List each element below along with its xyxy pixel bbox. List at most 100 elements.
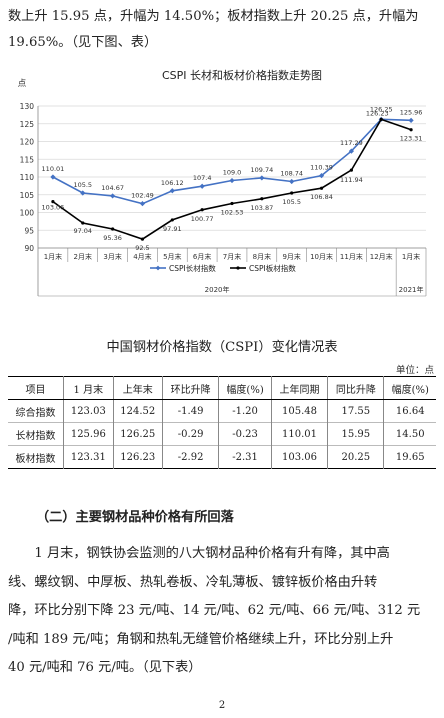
table-cell: 17.55 — [327, 399, 384, 423]
header-prev-year-end: 上年末 — [112, 376, 163, 400]
table-cell: -1.20 — [218, 399, 272, 423]
y-axis-unit-label: 点 — [18, 79, 27, 89]
data-point-marker — [51, 200, 55, 204]
data-label: 102.49 — [131, 192, 154, 200]
body-line-4: /吨和 189 元/吨；角钢和热轧无缝管价格继续上升，环比分别上升 — [8, 631, 394, 647]
data-point-marker — [50, 174, 56, 180]
table-cell: -1.49 — [161, 399, 219, 423]
y-tick-label: 100 — [20, 209, 35, 218]
body-line-3: 降，环比分别下降 23 元/吨、14 元/吨、62 元/吨、66 元/吨、312… — [8, 603, 421, 618]
data-point-marker — [349, 168, 353, 172]
y-tick-label: 110 — [20, 173, 35, 182]
data-label: 106.84 — [310, 193, 333, 201]
header-same-period: 上年同期 — [270, 376, 328, 400]
data-label: 100.77 — [191, 215, 214, 223]
legend-marker — [236, 266, 240, 270]
data-point-marker — [260, 197, 264, 201]
x-group-label: 2020年 — [205, 285, 230, 294]
section-heading: （二）主要钢材品种价格有所回落 — [36, 510, 234, 525]
table-cell: 126.23 — [112, 445, 163, 469]
data-point-marker — [318, 173, 325, 179]
table-cell: 123.31 — [63, 445, 114, 469]
table-cell: 板材指数 — [8, 445, 64, 469]
data-label: 126.23 — [366, 109, 389, 117]
y-tick-label: 95 — [24, 226, 34, 235]
x-tick-label: 7月末 — [223, 252, 241, 261]
data-label: 111.94 — [340, 176, 363, 184]
data-point-marker — [290, 191, 294, 195]
data-point-marker — [409, 128, 413, 132]
data-point-marker — [319, 186, 324, 190]
data-point-marker — [259, 175, 265, 181]
data-point-marker — [289, 178, 295, 185]
data-point-marker — [408, 117, 414, 123]
data-point-marker — [169, 188, 175, 194]
data-point-marker — [111, 227, 115, 231]
data-label: 126.25 — [370, 105, 393, 113]
y-tick-label: 130 — [20, 102, 35, 111]
data-point-marker — [170, 218, 174, 222]
table-cell: 19.65 — [383, 445, 436, 469]
table-cell: 15.95 — [327, 422, 384, 446]
x-tick-label: 3月末 — [103, 252, 121, 261]
x-tick-label: 5月末 — [163, 252, 181, 261]
data-point-marker — [110, 193, 116, 199]
x-tick-label: 1月末 — [44, 252, 62, 261]
data-label: 109.0 — [223, 169, 242, 177]
table-cell: 110.01 — [270, 422, 328, 446]
data-label: 106.12 — [161, 179, 184, 187]
table-cell: 长材指数 — [8, 422, 64, 446]
data-point-marker — [229, 177, 235, 184]
y-tick-label: 105 — [20, 191, 35, 200]
table-row: 长材指数 125.96 126.25 -0.29 -0.23 110.01 15… — [8, 422, 436, 446]
data-point-marker — [230, 201, 234, 206]
header-yoy-change: 同比升降 — [327, 376, 384, 400]
chart-title: CSPI 长材和板材价格指数走势图 — [162, 68, 322, 82]
table-row: 板材指数 123.31 126.23 -2.92 -2.31 103.06 20… — [8, 445, 436, 469]
table-row: 综合指数 123.03 124.52 -1.49 -1.20 105.48 17… — [8, 399, 436, 423]
legend-marker — [155, 265, 161, 271]
body-line-1: 1 月末，钢铁协会监测的八大钢材品种价格有升有降，其中高 — [8, 546, 390, 561]
x-tick-label: 2月末 — [74, 252, 92, 261]
data-label: 107.4 — [193, 174, 212, 182]
data-label: 105.5 — [282, 198, 301, 206]
x-tick-label: 9月末 — [282, 252, 300, 261]
table-cell: -0.29 — [161, 422, 219, 446]
table-cell: 126.25 — [112, 422, 163, 446]
x-tick-label: 6月末 — [193, 252, 211, 261]
table-cell: 14.50 — [383, 422, 436, 446]
data-point-marker — [379, 117, 383, 121]
header-item: 项目 — [8, 376, 64, 400]
table-unit: 单位：点 — [395, 365, 434, 376]
data-label: 102.53 — [221, 209, 244, 217]
data-label: 105.5 — [73, 181, 92, 189]
data-point-marker — [139, 201, 146, 207]
header-jan-end: 1 月末 — [63, 376, 114, 400]
table-cell: 105.48 — [270, 399, 328, 423]
legend-label: CSPI长材指数 — [169, 263, 216, 273]
data-point-marker — [200, 208, 204, 212]
y-tick-label: 90 — [24, 244, 34, 253]
y-tick-label: 115 — [20, 155, 35, 164]
data-point-marker — [348, 148, 354, 154]
table-cell: 103.06 — [270, 445, 328, 469]
data-label: 123.31 — [400, 135, 423, 143]
data-point-marker — [199, 183, 205, 189]
intro-line-1: 数上升 15.95 点，升幅为 14.50%；板材指数上升 20.25 点，升幅… — [8, 9, 419, 24]
data-label: 92.5 — [135, 244, 149, 252]
x-tick-label: 11月末 — [340, 252, 363, 261]
data-label: 103.87 — [250, 204, 273, 212]
data-label: 103.06 — [42, 204, 65, 212]
table-cell: 16.64 — [383, 399, 436, 423]
table-cell: -0.23 — [218, 422, 272, 446]
table-cell: -2.31 — [218, 445, 272, 469]
x-tick-label: 1月末 — [402, 252, 420, 261]
data-label: 109.74 — [250, 166, 273, 174]
x-tick-label: 8月末 — [253, 252, 271, 261]
table-cell: -2.92 — [161, 445, 219, 469]
body-paragraph: 1 月末，钢铁协会监测的八大钢材品种价格有升有降，其中高 线、螺纹钢、中厚板、热… — [8, 540, 438, 683]
data-label: 117.29 — [340, 139, 363, 147]
x-group-label: 2021年 — [399, 285, 424, 294]
table-cell: 综合指数 — [15, 407, 56, 419]
data-label: 108.74 — [280, 169, 303, 177]
